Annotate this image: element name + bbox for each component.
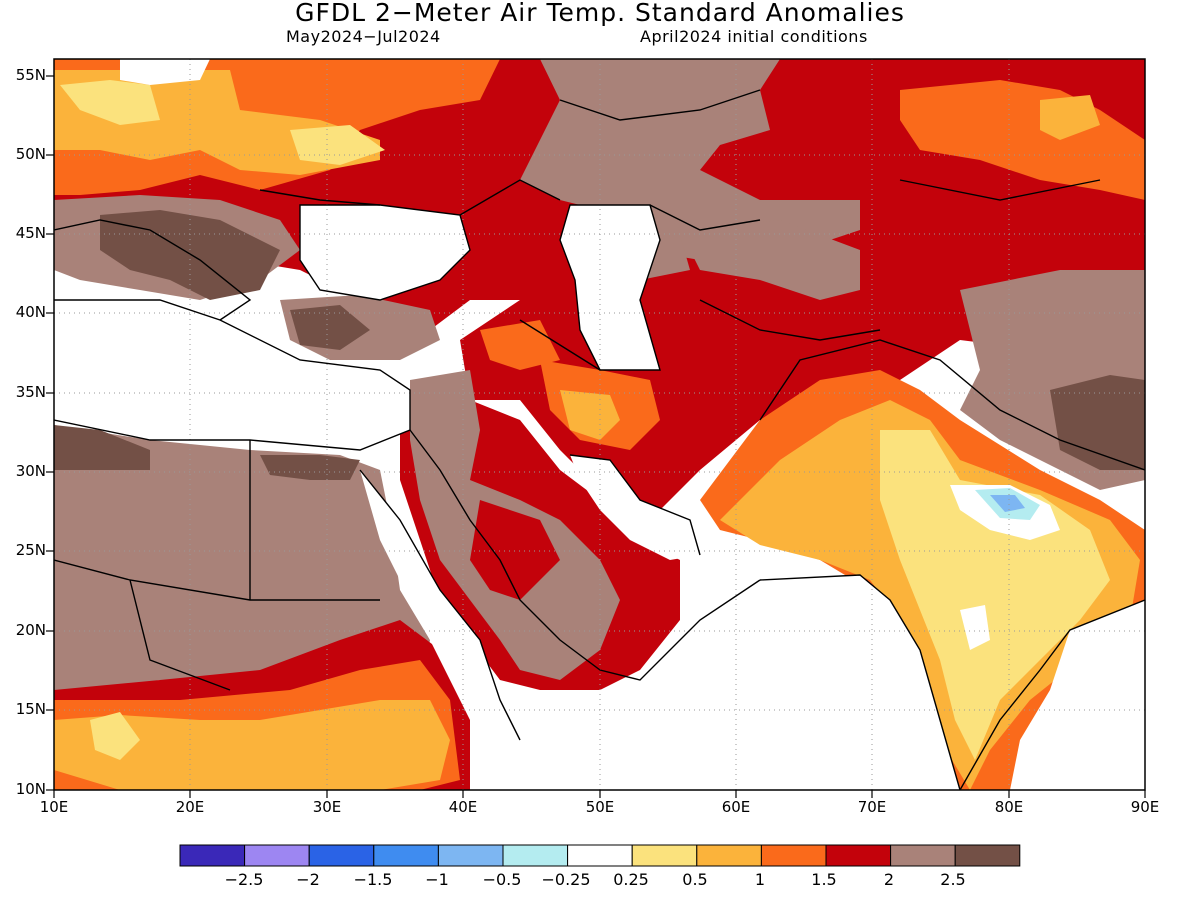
lat-label: 30N (15, 462, 46, 480)
anomaly-lightorange-iran (560, 390, 620, 440)
anomaly-yellow-sahel (90, 712, 140, 760)
colorbar-swatch (373, 844, 439, 867)
persian-gulf-mask (570, 455, 700, 560)
mediterranean-mask (54, 300, 410, 450)
colorbar-label: 1.5 (811, 870, 837, 889)
anomaly-white-india-south (960, 605, 990, 650)
lon-label: 70E (857, 798, 887, 816)
colorbar-label: −0.5 (482, 870, 522, 889)
colorbar-label: 2.5 (940, 870, 966, 889)
lat-label: 10N (15, 780, 46, 798)
lat-label: 45N (15, 224, 46, 242)
lon-label: 40E (448, 798, 478, 816)
colorbar-label: −1 (425, 870, 449, 889)
colorbar-swatch (437, 844, 504, 867)
lon-label: 20E (175, 798, 205, 816)
lat-label: 20N (15, 621, 46, 639)
colorbar-label: 0.25 (613, 870, 649, 889)
colorbar-label: 1 (754, 870, 766, 889)
arctic-white-mask (120, 59, 210, 85)
anomaly-darkbrown-tibet (1050, 375, 1145, 470)
lon-label: 60E (721, 798, 751, 816)
initial-conditions: April2024 initial conditions (640, 27, 868, 46)
colorbar-swatch (244, 844, 310, 867)
colorbar-label: −0.25 (541, 870, 591, 889)
colorbar (179, 844, 1021, 867)
map-title: GFDL 2−Meter Air Temp. Standard Anomalie… (295, 0, 905, 27)
anomaly-lightorange-sahel (54, 700, 450, 790)
colorbar-swatch (825, 844, 892, 867)
grid-lines (54, 59, 1145, 790)
anomaly-brown-africa (54, 425, 430, 700)
tick-marks (46, 75, 1146, 798)
lat-label: 50N (15, 145, 46, 163)
lat-label: 55N (15, 66, 46, 84)
bay-of-bengal-mask (1010, 600, 1145, 790)
colorbar-swatch (696, 844, 762, 867)
colorbar-label: 0.5 (682, 870, 708, 889)
anomaly-darkbrown-africa (54, 425, 150, 470)
lon-label: 30E (312, 798, 342, 816)
anomaly-lightorange-centralasia (1040, 95, 1100, 140)
colorbar-swatch (179, 844, 246, 867)
colorbar-label: −1.5 (353, 870, 393, 889)
caspian-sea-mask (560, 205, 660, 370)
lat-label: 40N (15, 303, 46, 321)
colorbar-label: 2 (883, 870, 895, 889)
red-sea-mask (360, 470, 520, 760)
colorbar-swatch (954, 844, 1021, 867)
anomaly-darkbrown-turkey (290, 305, 370, 350)
colorbar-label: −2.5 (224, 870, 264, 889)
colorbar-swatch (308, 844, 375, 867)
lon-label: 90E (1130, 798, 1160, 816)
forecast-period: May2024−Jul2024 (286, 27, 441, 46)
anomaly-yellow-europe-2 (290, 125, 385, 165)
anomaly-red-arabia-inner (470, 500, 560, 600)
anomaly-yellow-europe (60, 80, 160, 125)
lat-label: 25N (15, 541, 46, 559)
colorbar-swatch (567, 844, 633, 867)
coastlines (54, 89, 1145, 790)
lon-label: 80E (994, 798, 1024, 816)
black-sea-mask (300, 205, 470, 300)
lat-label: 15N (15, 700, 46, 718)
lon-label: 10E (39, 798, 69, 816)
colorbar-label: −2 (296, 870, 320, 889)
anomaly-blue-india (990, 495, 1025, 512)
colorbar-swatch (631, 844, 698, 867)
colorbar-swatch (502, 844, 569, 867)
anomaly-darkbrown-egypt (260, 455, 360, 480)
lon-label: 50E (585, 798, 615, 816)
anomaly-brown-kazakh (680, 220, 860, 300)
arabian-sea-mask (520, 575, 960, 790)
colorbar-swatch (890, 844, 956, 867)
colorbar-swatch (760, 844, 827, 867)
lat-label: 35N (15, 383, 46, 401)
